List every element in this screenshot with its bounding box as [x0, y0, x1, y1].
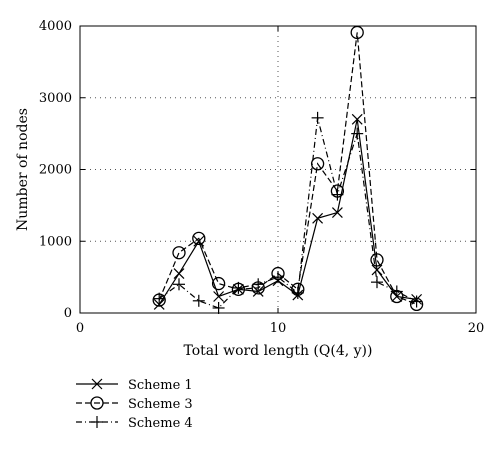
data-point-plus-marker — [212, 301, 225, 314]
legend: Scheme 1 Scheme 3 Scheme 4 — [76, 378, 193, 431]
y-tick-label: 3000 — [39, 91, 72, 106]
x-tick-label: 20 — [468, 321, 485, 336]
data-point-x-marker — [351, 113, 363, 125]
data-point-x-marker — [312, 212, 324, 224]
ticks: 0 1000 2000 3000 4000 0 10 20 — [39, 19, 484, 336]
series-line — [158, 119, 417, 305]
y-tick-label: 2000 — [39, 163, 72, 178]
data-point-plus-marker — [371, 276, 383, 289]
grid — [80, 26, 476, 313]
data-point-plus-marker — [291, 286, 304, 299]
data-point-plus-marker — [351, 127, 364, 140]
data-point-circle-marker — [370, 253, 384, 267]
data-point-plus-marker — [153, 292, 166, 305]
series-scheme-4 — [153, 111, 423, 314]
legend-entry: Scheme 1 — [76, 378, 193, 393]
legend-label: Scheme 1 — [128, 378, 193, 393]
y-axis-title: Number of nodes — [15, 108, 31, 231]
x-axis-title: Total word length (Q(4, y)) — [184, 343, 373, 359]
y-tick-label: 4000 — [39, 19, 72, 34]
legend-entry: Scheme 3 — [76, 396, 193, 412]
series-line — [158, 117, 417, 309]
data-point-x-marker — [173, 268, 185, 279]
y-tick-label: 0 — [64, 306, 72, 321]
data-point-plus-marker — [390, 285, 403, 298]
data-point-plus-marker — [252, 278, 265, 291]
data-point-plus-marker — [410, 295, 423, 308]
data-point-plus-marker — [192, 294, 205, 307]
data-point-plus-marker — [91, 416, 103, 428]
plot-frame — [79, 25, 477, 314]
series-line — [158, 32, 417, 305]
data-point-plus-marker — [311, 111, 324, 124]
legend-label: Scheme 3 — [128, 397, 193, 412]
data-point-x-marker — [331, 207, 343, 218]
data-point-circle-marker — [211, 276, 226, 291]
data-point-circle-marker — [172, 246, 186, 260]
data-point-plus-marker — [331, 188, 344, 201]
data-point-x-marker — [371, 264, 383, 276]
data-point-plus-marker — [232, 281, 245, 294]
data-point-circle-marker — [90, 396, 104, 410]
data-point-plus-marker — [173, 278, 185, 291]
data-point-circle-marker — [192, 231, 206, 246]
series-layer — [152, 25, 424, 314]
data-point-plus-marker — [272, 271, 284, 284]
legend-entry: Scheme 4 — [76, 416, 193, 431]
data-point-x-marker — [213, 291, 225, 302]
data-point-x-marker — [91, 378, 103, 390]
legend-label: Scheme 4 — [128, 416, 193, 431]
data-point-circle-marker — [310, 157, 325, 171]
y-tick-label: 1000 — [39, 234, 72, 249]
x-tick-label: 10 — [270, 321, 287, 336]
series-scheme-1 — [153, 113, 423, 310]
series-scheme-3 — [152, 25, 424, 312]
x-tick-label: 0 — [76, 321, 84, 336]
